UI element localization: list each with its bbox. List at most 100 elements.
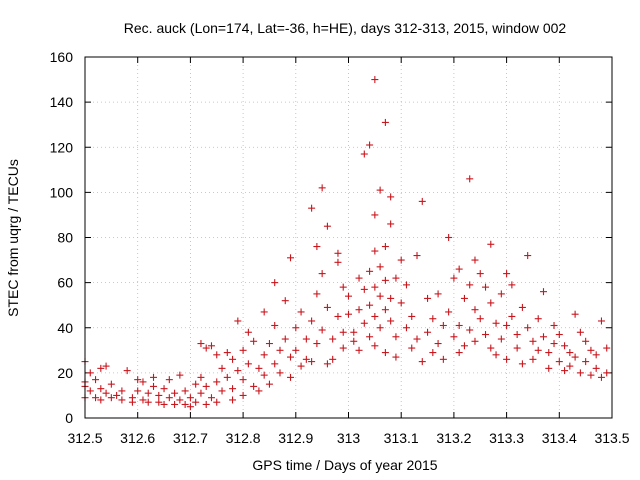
x-tick-label: 312.6: [120, 430, 155, 446]
data-point: [439, 321, 447, 329]
data-point: [302, 355, 310, 363]
data-point: [229, 355, 237, 363]
data-point: [250, 382, 258, 390]
data-point: [518, 303, 526, 311]
data-point: [466, 281, 474, 289]
data-point: [371, 342, 379, 350]
data-point: [128, 398, 136, 406]
data-point: [260, 351, 268, 359]
data-point: [97, 385, 105, 393]
data-point: [150, 373, 158, 381]
data-point: [171, 400, 179, 408]
data-point: [86, 369, 94, 377]
data-point: [455, 321, 463, 329]
y-tick-label: 20: [57, 365, 73, 381]
data-point: [223, 349, 231, 357]
data-point: [597, 373, 605, 381]
data-point: [197, 373, 205, 381]
data-point: [497, 290, 505, 298]
data-point: [545, 349, 553, 357]
x-tick-label: 313.3: [489, 430, 524, 446]
data-point: [466, 175, 474, 183]
data-point: [308, 358, 316, 366]
data-point: [566, 349, 574, 357]
data-point: [250, 337, 258, 345]
data-point: [197, 340, 205, 348]
data-point: [276, 346, 284, 354]
data-point: [397, 256, 405, 264]
data-point: [339, 344, 347, 352]
data-point: [455, 349, 463, 357]
data-point: [371, 312, 379, 320]
data-point: [260, 371, 268, 379]
data-point: [381, 243, 389, 251]
data-point: [350, 337, 358, 345]
data-point: [603, 344, 611, 352]
data-point: [413, 335, 421, 343]
data-point: [92, 376, 100, 384]
data-point: [466, 326, 474, 334]
y-tick-label: 160: [50, 49, 74, 65]
data-point: [492, 351, 500, 359]
data-point: [318, 326, 326, 334]
data-point: [582, 358, 590, 366]
data-point: [597, 317, 605, 325]
data-point: [555, 358, 563, 366]
data-point: [592, 351, 600, 359]
x-tick-label: 313.4: [542, 430, 577, 446]
data-point: [207, 394, 215, 402]
x-tick-label: 312.8: [226, 430, 261, 446]
data-point: [561, 367, 569, 375]
x-tick-label: 313.5: [594, 430, 629, 446]
y-tick-label: 60: [57, 275, 73, 291]
data-point: [408, 312, 416, 320]
data-point: [323, 360, 331, 368]
x-tick-label: 312.5: [67, 430, 102, 446]
data-point: [255, 364, 263, 372]
data-point: [482, 331, 490, 339]
data-point: [366, 141, 374, 149]
data-point: [418, 358, 426, 366]
data-point: [139, 378, 147, 386]
data-point: [350, 328, 358, 336]
data-point: [186, 394, 194, 402]
data-point: [387, 193, 395, 201]
data-point: [566, 362, 574, 370]
data-point: [160, 385, 168, 393]
data-point: [287, 353, 295, 361]
data-point: [360, 319, 368, 327]
data-point: [260, 308, 268, 316]
data-point: [244, 328, 252, 336]
data-point: [297, 308, 305, 316]
data-point: [186, 403, 194, 411]
y-tick-label: 40: [57, 320, 73, 336]
data-point: [529, 355, 537, 363]
data-point: [402, 281, 410, 289]
data-point: [271, 360, 279, 368]
data-point: [381, 306, 389, 314]
data-point: [271, 321, 279, 329]
data-point: [97, 396, 105, 404]
data-point: [339, 283, 347, 291]
data-point: [518, 360, 526, 368]
data-point: [192, 380, 200, 388]
data-point: [234, 317, 242, 325]
data-point: [213, 351, 221, 359]
data-point: [392, 274, 400, 282]
data-point: [144, 398, 152, 406]
data-point: [508, 281, 516, 289]
data-point: [239, 376, 247, 384]
data-point: [513, 331, 521, 339]
data-point: [524, 252, 532, 260]
data-point: [439, 355, 447, 363]
data-point: [155, 391, 163, 399]
data-point: [571, 310, 579, 318]
data-point: [545, 364, 553, 372]
data-point: [534, 346, 542, 354]
data-point: [213, 398, 221, 406]
data-point: [476, 270, 484, 278]
data-point: [487, 344, 495, 352]
data-point: [376, 263, 384, 271]
data-point: [376, 186, 384, 194]
